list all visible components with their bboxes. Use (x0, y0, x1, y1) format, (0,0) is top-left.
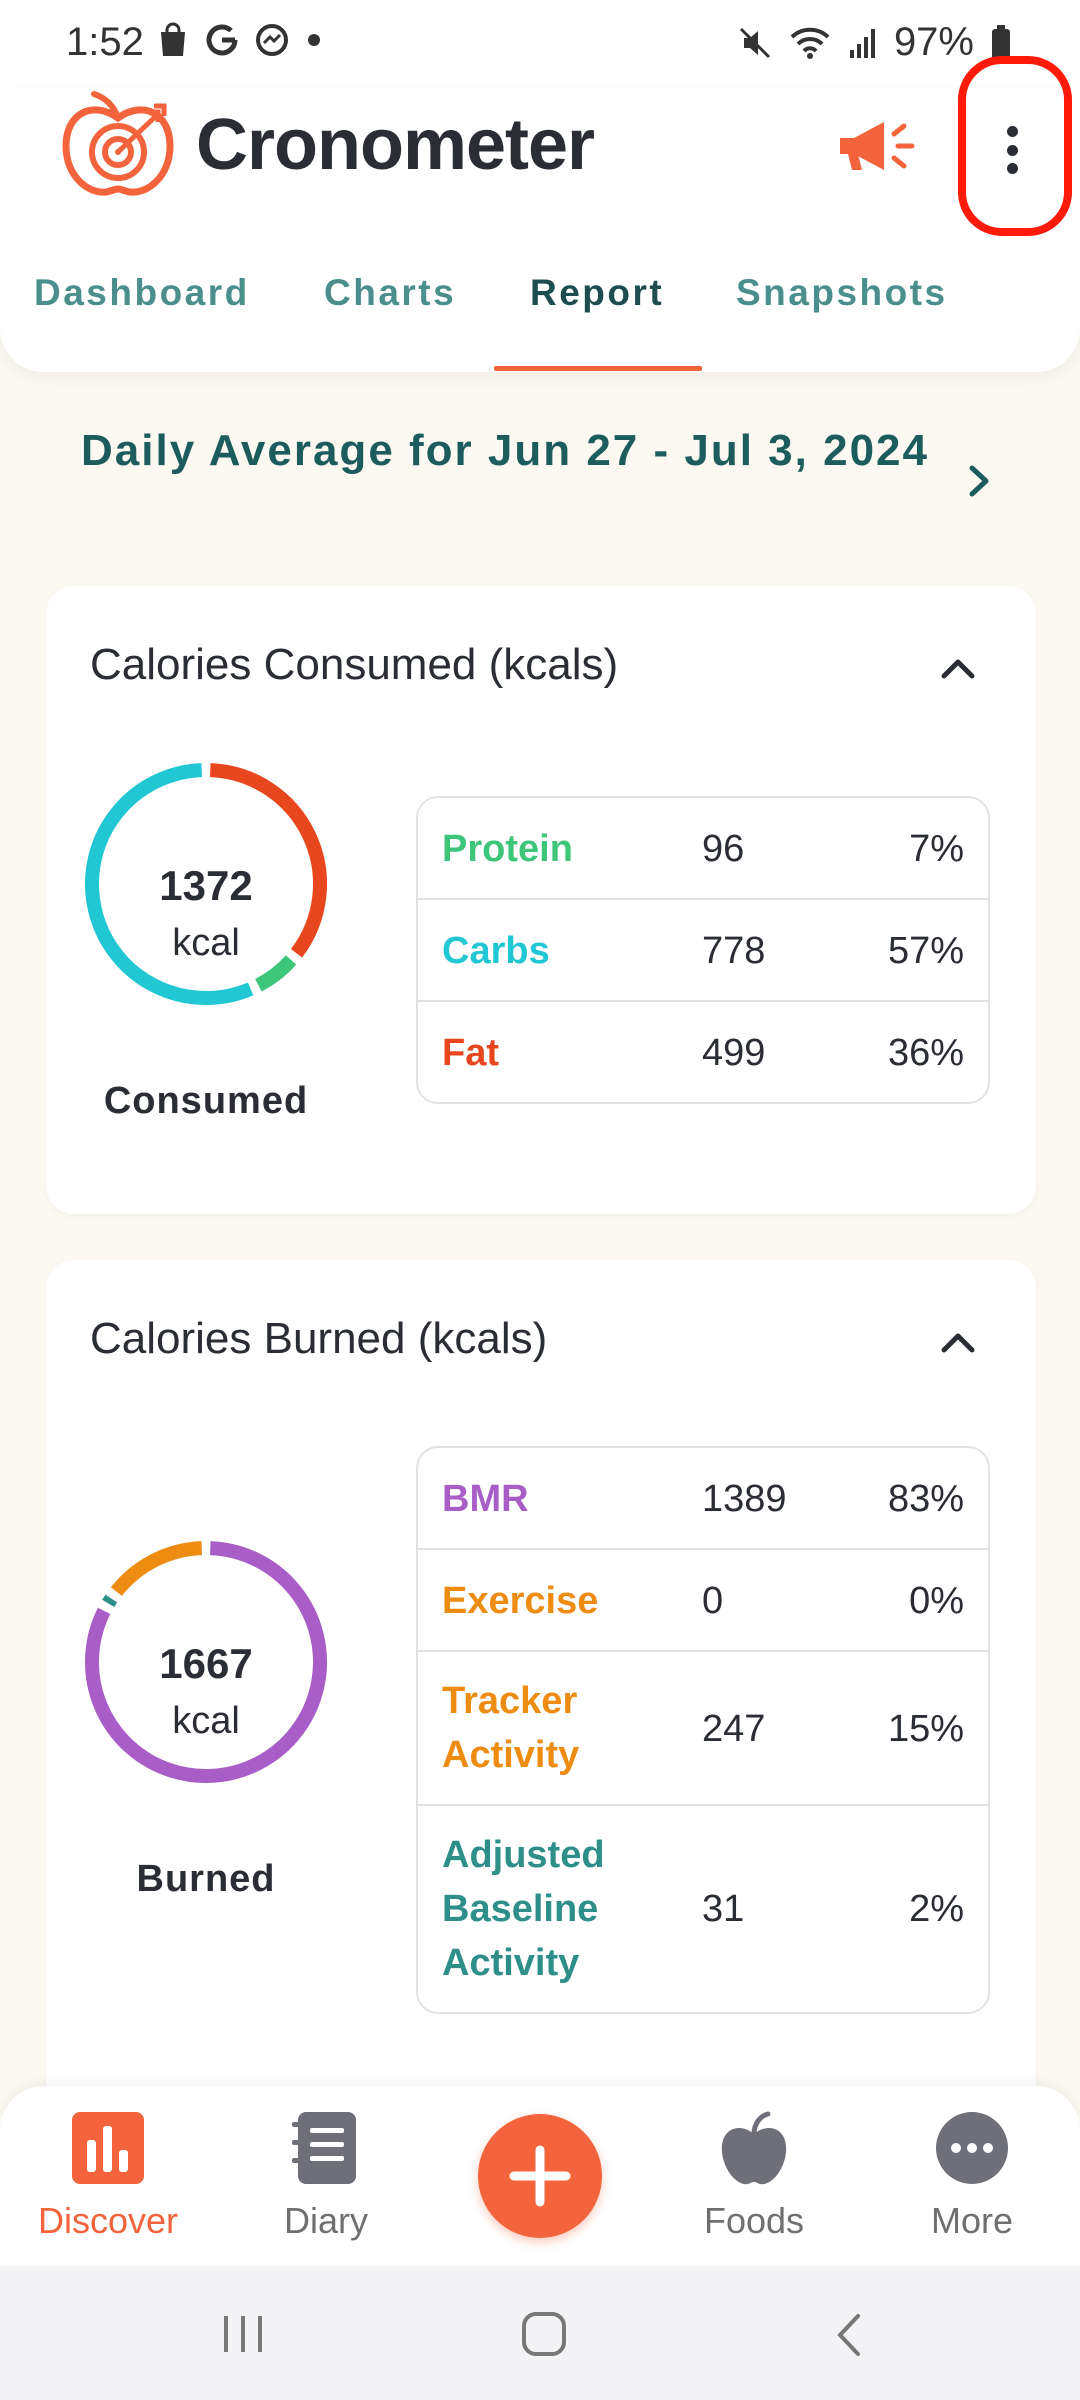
table-row: BMR 1389 83% (418, 1448, 988, 1550)
consumed-caption: Consumed (103, 1080, 309, 1122)
consumed-total: 1372 (159, 862, 253, 909)
calories-burned-card: Calories Burned (kcals) 1667 kcal Burned… (46, 1260, 1036, 2140)
burned-caption: Burned (136, 1858, 276, 1900)
consumed-donut-chart (85, 763, 327, 1005)
row-name: Adjusted Baseline Activity (442, 1834, 605, 1984)
nav-foods[interactable]: Foods (674, 2110, 834, 2242)
nav-label: Foods (703, 2200, 805, 2241)
calories-consumed-card: Calories Consumed (kcals) 1372 kcal Cons… (46, 586, 1036, 1214)
row-name: Tracker Activity (442, 1680, 580, 1776)
system-navigation-bar (0, 2266, 1080, 2400)
row-value: 499 (702, 1032, 766, 1074)
row-value: 0 (702, 1580, 724, 1622)
card-title: Calories Consumed (kcals) (90, 640, 619, 689)
burned-total: 1667 (159, 1640, 253, 1687)
chevron-up-icon[interactable] (936, 1326, 980, 1356)
donut-segment-bmr (85, 1541, 327, 1783)
donut-segment-protein (254, 955, 297, 992)
cronometer-logo (62, 91, 174, 196)
row-percent: 36% (887, 1032, 964, 1074)
table-row: Carbs 778 57% (418, 900, 988, 1002)
burn-table: BMR 1389 83% Exercise 0 0% Tracker Activ… (416, 1446, 990, 2014)
kebab-dot (1006, 163, 1018, 174)
row-name: BMR (442, 1478, 529, 1520)
card-title: Calories Burned (kcals) (90, 1314, 548, 1363)
plus-icon (509, 2145, 571, 2207)
burned-donut-chart (85, 1541, 327, 1783)
row-name: Exercise (442, 1580, 599, 1622)
row-value: 1389 (702, 1478, 787, 1520)
notebook-icon (292, 2112, 356, 2184)
app-header: Cronometer Dashboard Charts Report Snaps… (0, 56, 1080, 372)
table-row: Tracker Activity 247 15% (418, 1652, 988, 1806)
row-value: 31 (702, 1888, 745, 1930)
status-bar: 1:52 97% (0, 0, 1080, 88)
donut-segment-carbs (85, 763, 254, 1005)
tab-snapshots[interactable]: Snapshots (736, 272, 948, 313)
row-name: Protein (442, 828, 573, 870)
back-icon[interactable] (830, 2310, 870, 2360)
app-title: Cronometer (196, 105, 595, 185)
bar-chart-icon (72, 2112, 144, 2184)
announcements-icon[interactable] (836, 116, 916, 176)
row-name: Carbs (442, 930, 550, 972)
row-percent: 15% (887, 1708, 964, 1750)
consumed-unit: kcal (172, 922, 240, 964)
row-percent: 7% (909, 828, 964, 870)
report-date-range: Daily Average for Jun 27 - Jul 3, 2024 (81, 426, 929, 475)
chevron-up-icon[interactable] (936, 652, 980, 682)
nav-discover[interactable]: Discover (28, 2110, 188, 2242)
row-value: 778 (702, 930, 766, 972)
battery-percent: 97% (893, 20, 974, 64)
shopping-bag-icon (161, 22, 185, 56)
active-tab-indicator (494, 366, 702, 371)
overflow-menu-button[interactable] (990, 120, 1034, 180)
report-tabs: Dashboard Charts Report Snapshots (0, 272, 1080, 372)
row-percent: 0% (909, 1580, 964, 1622)
row-value: 247 (702, 1708, 766, 1750)
signal-icon (849, 28, 875, 58)
status-right: 97% (738, 20, 1012, 65)
donut-segment-tracker-activity (110, 1541, 203, 1597)
table-row: Adjusted Baseline Activity 31 2% (418, 1806, 988, 2012)
status-time: 1:52 (66, 20, 144, 64)
donut-segment-adjusted-baseline-activity (102, 1594, 118, 1607)
nav-more[interactable]: More (892, 2110, 1052, 2242)
battery-icon (992, 24, 1010, 61)
tab-report[interactable]: Report (530, 272, 665, 313)
tab-charts[interactable]: Charts (324, 272, 457, 313)
nav-label: More (930, 2200, 1014, 2241)
row-value: 96 (702, 828, 745, 870)
tab-dashboard[interactable]: Dashboard (34, 272, 250, 313)
row-percent: 2% (909, 1888, 964, 1930)
macro-table: Protein 96 7% Carbs 778 57% Fat 499 36% (416, 796, 990, 1104)
row-percent: 83% (887, 1478, 964, 1520)
wifi-icon (790, 27, 830, 59)
add-button[interactable] (478, 2114, 602, 2238)
more-dots-icon (936, 2112, 1008, 2184)
bottom-navigation: Discover Diary Foods More (0, 2086, 1080, 2266)
burned-unit: kcal (172, 1700, 240, 1742)
nav-label: Discover (37, 2200, 179, 2241)
chevron-right-icon[interactable] (960, 456, 1000, 506)
nav-label: Diary (283, 2200, 368, 2241)
kebab-dot (1006, 126, 1018, 137)
apple-icon (721, 2111, 787, 2185)
dot-icon (308, 34, 320, 46)
row-percent: 57% (887, 930, 964, 972)
table-row: Exercise 0 0% (418, 1550, 988, 1652)
nav-diary[interactable]: Diary (246, 2110, 406, 2242)
google-icon (206, 24, 238, 56)
messenger-icon (256, 24, 288, 56)
home-icon[interactable] (520, 2310, 568, 2358)
donut-segment-fat (210, 763, 327, 958)
status-left-icons (156, 22, 324, 58)
recent-apps-icon[interactable] (220, 2312, 266, 2356)
table-row: Protein 96 7% (418, 798, 988, 900)
mute-icon (739, 27, 770, 58)
kebab-dot (1006, 144, 1018, 156)
row-name: Fat (442, 1032, 499, 1074)
table-row: Fat 499 36% (418, 1002, 988, 1102)
